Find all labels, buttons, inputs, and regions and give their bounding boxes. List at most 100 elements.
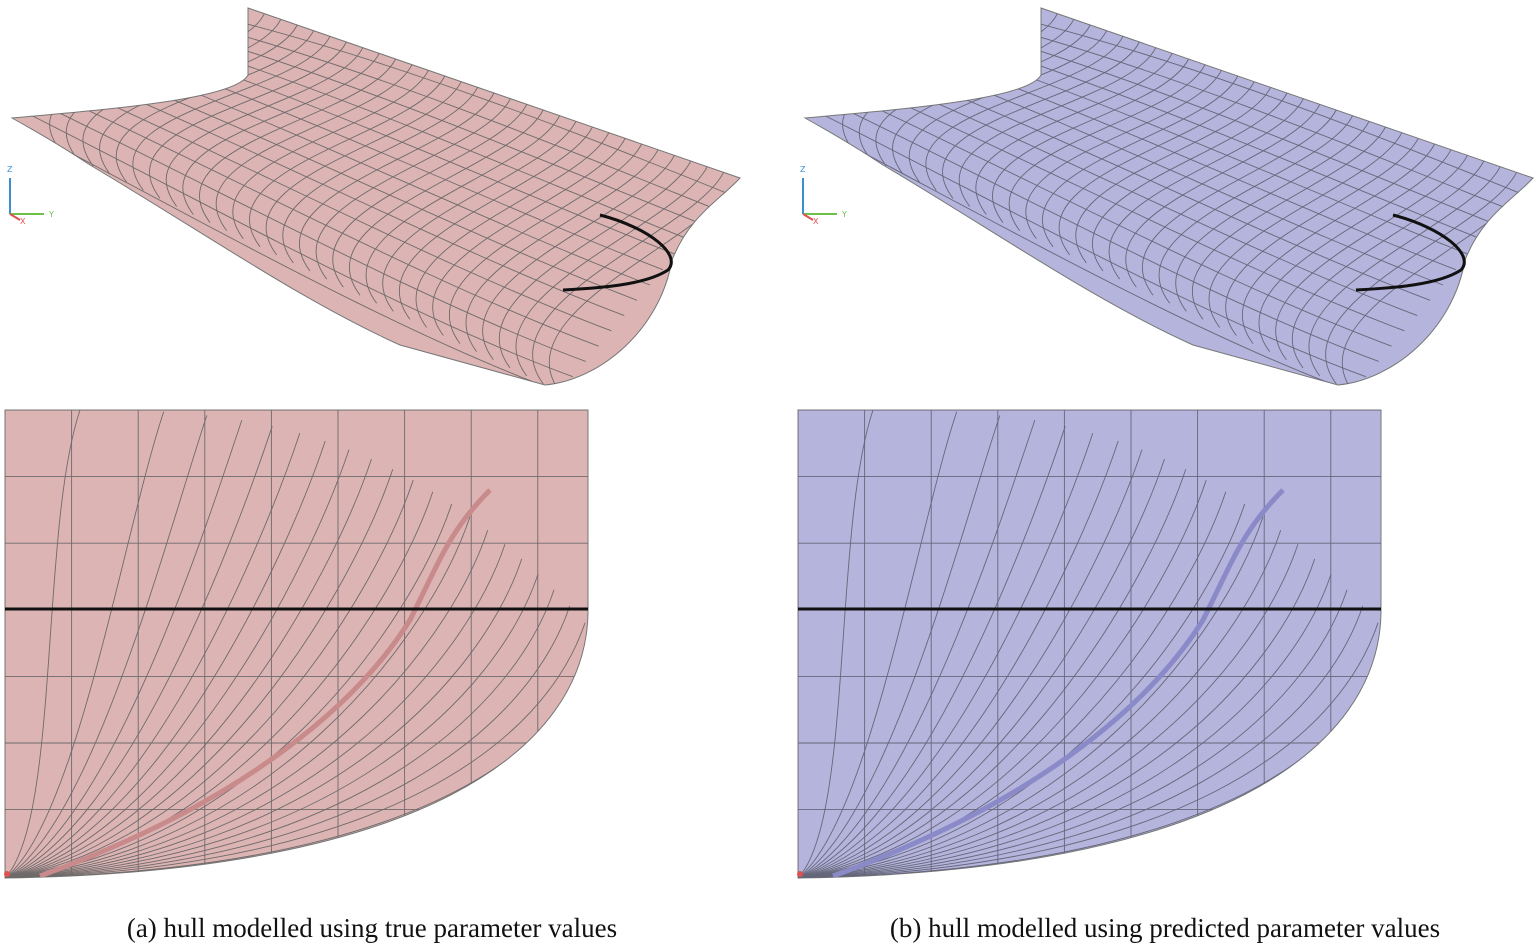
profile-curve [5,458,372,878]
profile-curve [5,440,326,878]
profile-curve [5,410,81,878]
waterline [922,66,1444,286]
panel-a: Z Y X [4,7,741,879]
profile-curve [798,530,1282,878]
origin [797,871,803,877]
waterline [231,19,728,194]
axis-label: Y [48,210,54,219]
station-line [282,87,479,264]
waterline [821,113,1367,378]
station-line [1075,87,1272,264]
waterline [129,66,651,286]
station-line [1208,132,1403,328]
profile-grid [798,410,1381,878]
station-line [465,149,659,352]
profile-surface [797,409,1382,879]
caption: (b) hull modelled using predicted parame… [890,913,1440,943]
station-line [1292,160,1485,369]
waterline [855,98,1392,347]
axis-label: X [20,217,26,226]
station-line [942,41,1140,199]
station-line [975,53,1173,215]
station-line [216,64,413,231]
profile-curve [798,449,1143,878]
profile-curve [5,420,243,878]
profile-curve [5,605,571,878]
waterline [838,105,1379,362]
waterline [872,90,1405,332]
waterline [197,35,702,225]
station-line [959,47,1157,207]
station-line [1258,149,1452,352]
station-line [992,58,1190,223]
profile-curve [798,516,1264,878]
origin [4,871,10,877]
station-line [925,36,1124,191]
profile-curve [5,558,523,878]
station-line [249,75,446,248]
profile-curve [798,573,1332,878]
waterline [214,27,715,209]
profile-curve [5,411,165,878]
panel-b: Z Y X [797,7,1534,879]
station-line [349,109,544,296]
station-line [332,104,528,288]
profile-curve [798,420,1036,878]
waterline [905,74,1431,301]
station-line [149,41,347,199]
station-line [532,172,725,385]
station-line [1325,172,1518,385]
axis-label: X [813,217,819,226]
profile-curve [5,573,539,878]
waterline [973,43,1482,240]
station-line [132,36,331,191]
profile-curve [798,503,1246,878]
feature-curve [39,488,492,878]
station-line [1275,155,1468,361]
station-line [1058,81,1255,256]
profile-curve [5,503,453,878]
waterline [45,105,586,362]
hull-grid [12,8,740,385]
feature-curve [832,488,1285,878]
waterline [889,82,1418,316]
station-line [482,155,675,361]
axis-label: Z [7,165,13,174]
profile-curve [798,410,874,878]
section-curve [1355,213,1466,292]
station-line [499,160,692,369]
station-line [199,58,397,223]
profile-curve [798,558,1316,878]
profile-curve [5,530,489,878]
profile-curve [5,449,350,878]
profile-curve [798,415,1001,878]
profile-curve [798,426,1066,878]
waterline [1007,27,1508,209]
station-line [432,138,626,336]
station-line [182,53,380,215]
profile-curve [5,433,301,878]
profile-curve [798,440,1119,878]
profile-curve [798,480,1207,878]
station-line [299,92,495,272]
axis-x [802,213,814,221]
profile-curve [798,544,1299,878]
waterline [12,121,561,385]
station-line [1108,98,1304,280]
station-line [265,81,462,256]
station-line [315,98,511,280]
waterline [112,74,638,301]
waterline [1024,19,1521,194]
waterline [180,43,689,240]
station-line [1242,143,1436,344]
station-line [1225,138,1419,336]
profile-curve [5,544,506,878]
station-line [1092,92,1288,272]
profile-curve [5,415,208,878]
waterline [28,113,574,378]
waterline [62,98,599,347]
station-line [1192,126,1386,320]
station-line [1142,109,1337,296]
station-line [415,132,610,328]
station-line [909,30,1108,183]
